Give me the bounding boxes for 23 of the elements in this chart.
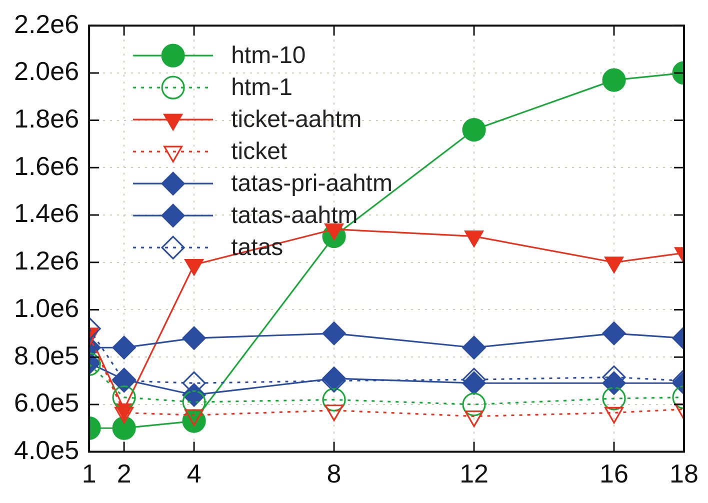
legend-label: ticket bbox=[231, 138, 288, 166]
y-tick-label: 1.6e6 bbox=[14, 150, 80, 181]
y-tick-label: 8.0e5 bbox=[14, 340, 80, 370]
x-tick-label: 18 bbox=[670, 458, 698, 489]
y-tick-label: 6.0e5 bbox=[14, 388, 80, 418]
y-tick-label: 1.4e6 bbox=[14, 198, 80, 228]
y-tick-label: 2.0e6 bbox=[14, 56, 80, 86]
legend-label: htm-1 bbox=[231, 74, 292, 102]
x-tick-label: 8 bbox=[326, 458, 342, 489]
x-tick-label: 1 bbox=[82, 458, 96, 489]
legend-label: tatas-pri-aahtm bbox=[231, 170, 392, 198]
x-tick-label: 16 bbox=[600, 458, 628, 489]
y-tick-label: 2.2e6 bbox=[14, 8, 80, 39]
legend-label: ticket-aahtm bbox=[231, 106, 362, 134]
x-tick-label: 12 bbox=[460, 458, 488, 489]
y-tick-label: 1.2e6 bbox=[14, 246, 80, 276]
y-tick-label: 1.8e6 bbox=[14, 103, 80, 134]
legend-label: tatas-aahtm bbox=[231, 202, 358, 230]
x-tick-label: 2 bbox=[116, 458, 132, 489]
x-tick-label: 4 bbox=[186, 458, 202, 489]
legend-label: htm-10 bbox=[231, 42, 306, 70]
y-tick-label: 4.0e5 bbox=[14, 434, 80, 465]
y-tick-label: 1.0e6 bbox=[14, 292, 80, 323]
